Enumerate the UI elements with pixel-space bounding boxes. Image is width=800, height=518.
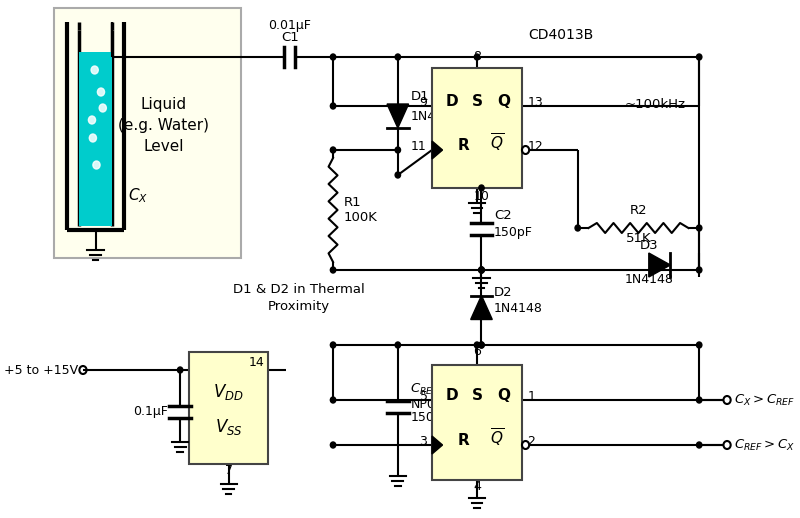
Circle shape bbox=[478, 342, 484, 348]
Polygon shape bbox=[470, 295, 492, 320]
Bar bbox=[432, 365, 522, 480]
Polygon shape bbox=[387, 104, 409, 128]
Circle shape bbox=[478, 267, 484, 273]
Bar bbox=[432, 68, 522, 188]
Bar bbox=[79, 52, 112, 226]
Text: $\overline{Q}$: $\overline{Q}$ bbox=[490, 132, 505, 154]
Circle shape bbox=[330, 342, 336, 348]
Text: D2: D2 bbox=[494, 285, 513, 298]
Text: 0.01μF: 0.01μF bbox=[269, 19, 311, 32]
Text: 6: 6 bbox=[473, 345, 481, 358]
Circle shape bbox=[395, 172, 401, 178]
Circle shape bbox=[478, 342, 484, 348]
Circle shape bbox=[395, 54, 401, 60]
Text: D1 & D2 in Thermal
Proximity: D1 & D2 in Thermal Proximity bbox=[233, 283, 365, 313]
Polygon shape bbox=[432, 436, 442, 454]
Text: 3: 3 bbox=[418, 435, 426, 448]
Text: $V_{SS}$: $V_{SS}$ bbox=[215, 417, 242, 437]
Circle shape bbox=[90, 134, 97, 142]
Circle shape bbox=[330, 147, 336, 153]
Text: $C_{REF} > C_X$: $C_{REF} > C_X$ bbox=[734, 437, 795, 453]
Circle shape bbox=[478, 185, 484, 191]
Text: Q: Q bbox=[497, 94, 510, 109]
Text: $C_{REF}$: $C_{REF}$ bbox=[410, 381, 439, 397]
Bar bbox=[54, 8, 242, 258]
Text: ~100kHz: ~100kHz bbox=[625, 98, 686, 111]
Text: S: S bbox=[471, 388, 482, 403]
Circle shape bbox=[330, 267, 336, 273]
Text: 1N4148: 1N4148 bbox=[624, 273, 674, 286]
Text: $C_X > C_{REF}$: $C_X > C_{REF}$ bbox=[734, 393, 795, 408]
Circle shape bbox=[697, 267, 702, 273]
Text: C1: C1 bbox=[281, 31, 298, 44]
Text: 11: 11 bbox=[411, 140, 426, 153]
Circle shape bbox=[99, 104, 106, 112]
Text: D3: D3 bbox=[639, 239, 658, 252]
Text: S: S bbox=[471, 94, 482, 109]
Text: Liquid
(e.g. Water)
Level: Liquid (e.g. Water) Level bbox=[118, 96, 210, 153]
Text: 4: 4 bbox=[473, 480, 481, 493]
Circle shape bbox=[697, 397, 702, 403]
Text: D: D bbox=[446, 388, 458, 403]
Text: 10: 10 bbox=[474, 190, 490, 203]
Text: R2: R2 bbox=[630, 204, 647, 217]
Text: D1: D1 bbox=[410, 90, 429, 103]
Bar bbox=[189, 352, 268, 464]
Text: C2: C2 bbox=[494, 209, 512, 222]
Text: 5: 5 bbox=[419, 390, 427, 403]
Polygon shape bbox=[649, 253, 670, 277]
Circle shape bbox=[474, 342, 480, 348]
Text: +5 to +15V: +5 to +15V bbox=[4, 364, 78, 377]
Circle shape bbox=[697, 225, 702, 231]
Polygon shape bbox=[432, 141, 442, 159]
Text: 7: 7 bbox=[225, 464, 233, 477]
Circle shape bbox=[330, 103, 336, 109]
Circle shape bbox=[330, 54, 336, 60]
Circle shape bbox=[697, 442, 702, 448]
Circle shape bbox=[478, 267, 484, 273]
Text: R: R bbox=[457, 433, 469, 448]
Text: 0.1μF: 0.1μF bbox=[133, 406, 167, 419]
Text: 51K: 51K bbox=[626, 232, 651, 245]
Text: 1: 1 bbox=[527, 390, 535, 403]
Circle shape bbox=[88, 116, 95, 124]
Circle shape bbox=[575, 225, 581, 231]
Circle shape bbox=[98, 88, 105, 96]
Text: CD4013B: CD4013B bbox=[528, 28, 594, 42]
Circle shape bbox=[697, 54, 702, 60]
Text: 150pF: 150pF bbox=[410, 410, 450, 424]
Circle shape bbox=[178, 367, 183, 373]
Circle shape bbox=[478, 267, 484, 273]
Circle shape bbox=[697, 342, 702, 348]
Circle shape bbox=[330, 442, 336, 448]
Text: R: R bbox=[457, 138, 469, 153]
Circle shape bbox=[395, 147, 401, 153]
Text: 1N4148: 1N4148 bbox=[410, 110, 459, 123]
Text: R1
100K: R1 100K bbox=[344, 196, 378, 224]
Text: 14: 14 bbox=[249, 356, 265, 369]
Text: 2: 2 bbox=[527, 435, 535, 448]
Circle shape bbox=[91, 66, 98, 74]
Text: $\overline{Q}$: $\overline{Q}$ bbox=[490, 427, 505, 449]
Circle shape bbox=[474, 54, 480, 60]
Text: 8: 8 bbox=[473, 50, 481, 63]
Text: Q: Q bbox=[497, 388, 510, 403]
Text: D: D bbox=[446, 94, 458, 109]
Text: 150pF: 150pF bbox=[494, 226, 533, 239]
Text: 1N4148: 1N4148 bbox=[494, 301, 543, 314]
Text: NP0: NP0 bbox=[410, 398, 435, 411]
Text: 9: 9 bbox=[420, 96, 427, 109]
Circle shape bbox=[330, 397, 336, 403]
Text: 13: 13 bbox=[527, 96, 543, 109]
Text: 12: 12 bbox=[527, 140, 543, 153]
Text: $C_X$: $C_X$ bbox=[128, 186, 148, 205]
Circle shape bbox=[395, 342, 401, 348]
Circle shape bbox=[93, 161, 100, 169]
Text: $V_{DD}$: $V_{DD}$ bbox=[214, 382, 244, 402]
